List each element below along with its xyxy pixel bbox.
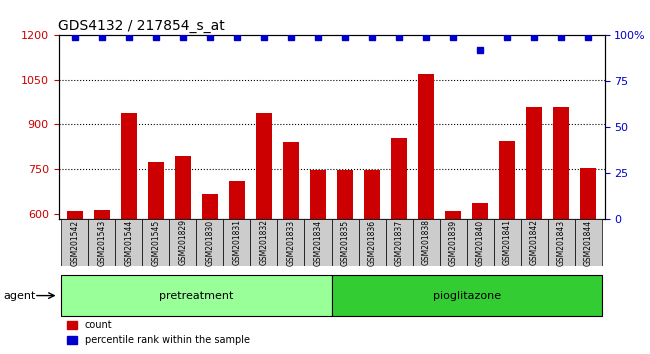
Bar: [391, 138, 407, 219]
FancyBboxPatch shape: [142, 219, 169, 266]
Bar: [202, 194, 218, 219]
Text: GSM201833: GSM201833: [287, 219, 296, 266]
Text: GSM201842: GSM201842: [530, 219, 539, 266]
Text: GSM201837: GSM201837: [395, 219, 404, 266]
FancyBboxPatch shape: [61, 275, 332, 316]
Text: GSM201836: GSM201836: [367, 219, 376, 266]
FancyBboxPatch shape: [304, 219, 332, 266]
Bar: [499, 141, 515, 219]
FancyBboxPatch shape: [61, 219, 88, 266]
Text: GSM201543: GSM201543: [98, 219, 106, 266]
Bar: [364, 171, 380, 219]
FancyBboxPatch shape: [278, 219, 304, 266]
Text: pioglitazone: pioglitazone: [433, 291, 500, 301]
Text: GSM201843: GSM201843: [557, 219, 566, 266]
Text: GSM201841: GSM201841: [502, 219, 512, 266]
Bar: [121, 113, 137, 219]
Text: GSM201832: GSM201832: [259, 219, 268, 266]
Text: GSM201839: GSM201839: [448, 219, 458, 266]
FancyBboxPatch shape: [521, 219, 548, 266]
FancyBboxPatch shape: [413, 219, 439, 266]
FancyBboxPatch shape: [88, 219, 115, 266]
Bar: [175, 156, 191, 219]
Text: GSM201545: GSM201545: [151, 219, 161, 266]
Bar: [553, 107, 569, 219]
FancyBboxPatch shape: [332, 219, 359, 266]
Bar: [66, 211, 83, 219]
FancyBboxPatch shape: [575, 219, 602, 266]
Bar: [526, 107, 542, 219]
Bar: [256, 113, 272, 219]
Bar: [283, 142, 299, 219]
Text: GSM201544: GSM201544: [124, 219, 133, 266]
Bar: [229, 181, 245, 219]
Bar: [94, 210, 110, 219]
Bar: [445, 211, 462, 219]
Text: GSM201834: GSM201834: [313, 219, 322, 266]
FancyBboxPatch shape: [224, 219, 250, 266]
Text: GSM201542: GSM201542: [70, 219, 79, 266]
Text: GSM201829: GSM201829: [178, 219, 187, 266]
FancyBboxPatch shape: [467, 219, 494, 266]
FancyBboxPatch shape: [439, 219, 467, 266]
Text: GSM201838: GSM201838: [422, 219, 430, 266]
Bar: [472, 203, 488, 219]
Text: pretreatment: pretreatment: [159, 291, 233, 301]
Bar: [310, 171, 326, 219]
Legend: count, percentile rank within the sample: count, percentile rank within the sample: [63, 316, 254, 349]
Bar: [418, 74, 434, 219]
FancyBboxPatch shape: [250, 219, 278, 266]
FancyBboxPatch shape: [494, 219, 521, 266]
Text: GSM201844: GSM201844: [584, 219, 593, 266]
Text: GDS4132 / 217854_s_at: GDS4132 / 217854_s_at: [58, 19, 226, 33]
FancyBboxPatch shape: [115, 219, 142, 266]
Bar: [337, 171, 353, 219]
Text: GSM201830: GSM201830: [205, 219, 214, 266]
Bar: [148, 161, 164, 219]
Text: GSM201835: GSM201835: [341, 219, 350, 266]
FancyBboxPatch shape: [332, 275, 602, 316]
FancyBboxPatch shape: [196, 219, 224, 266]
Bar: [580, 167, 597, 219]
FancyBboxPatch shape: [385, 219, 413, 266]
Text: GSM201840: GSM201840: [476, 219, 485, 266]
Text: agent: agent: [3, 291, 36, 301]
Text: GSM201831: GSM201831: [233, 219, 241, 266]
FancyBboxPatch shape: [548, 219, 575, 266]
FancyBboxPatch shape: [359, 219, 385, 266]
FancyBboxPatch shape: [169, 219, 196, 266]
